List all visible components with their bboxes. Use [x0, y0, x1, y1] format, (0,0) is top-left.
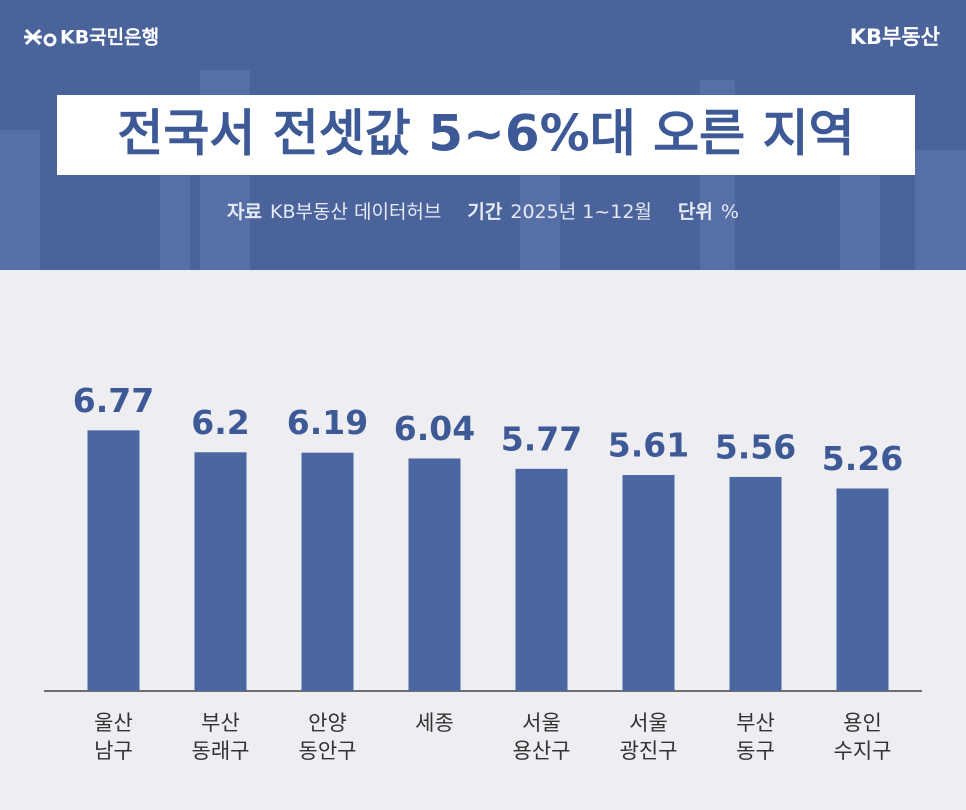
x-tick-label: 용인: [843, 711, 882, 735]
x-tick-label: 수지구: [834, 739, 892, 763]
value-label: 6.77: [73, 381, 154, 420]
value-label: 5.61: [608, 426, 689, 465]
value-label: 6.2: [191, 403, 249, 442]
bar: [87, 430, 140, 691]
value-label: 6.19: [287, 403, 368, 442]
value-label: 6.04: [394, 409, 475, 448]
note-text: %: [721, 201, 739, 223]
x-tick-label: 세종: [415, 711, 454, 735]
value-label: 5.77: [501, 419, 582, 458]
bar: [729, 476, 782, 691]
chart-title: 전국서 전셋값 5~6%대 오른 지역: [117, 105, 854, 163]
note-text: KB부동산 데이터허브: [270, 201, 441, 223]
title-box: [57, 95, 915, 175]
x-tick-label: 부산: [201, 711, 240, 735]
bar: [515, 468, 568, 691]
x-tick-label: 안양: [308, 711, 347, 735]
bar: [301, 452, 354, 691]
value-label: 5.26: [822, 439, 903, 478]
bank-logo-icon: [24, 28, 57, 47]
x-tick-label: 동래구: [192, 739, 250, 763]
x-tick-label: 광진구: [620, 739, 678, 763]
x-tick-label: 남구: [94, 739, 133, 763]
x-tick-label: 부산: [736, 711, 775, 735]
x-tick-label: 용산구: [513, 739, 571, 763]
x-tick-label: 동구: [736, 739, 775, 763]
note-label: 자료: [227, 201, 262, 223]
note-text: 2025년 1~12월: [510, 201, 652, 223]
value-label: 5.56: [715, 427, 796, 466]
bar: [408, 458, 461, 691]
bar: [194, 452, 247, 691]
bar: [622, 475, 675, 691]
bank-logo: KB국민은행: [60, 27, 159, 49]
x-tick-label: 울산: [94, 711, 133, 735]
x-tick-label: 서울: [629, 711, 668, 735]
x-tick-label: 동안구: [299, 739, 357, 763]
x-tick-label: 서울: [522, 711, 561, 735]
note-label: 기간: [467, 201, 502, 223]
source-line: 자료 KB부동산 데이터허브 기간 2025년 1~12월 단위%: [227, 201, 739, 223]
brand: KB부동산: [850, 25, 940, 49]
note-label: 단위: [678, 201, 713, 223]
bar: [836, 488, 889, 691]
